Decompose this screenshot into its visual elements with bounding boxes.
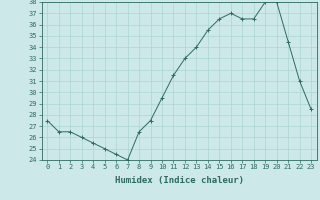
X-axis label: Humidex (Indice chaleur): Humidex (Indice chaleur) — [115, 176, 244, 185]
